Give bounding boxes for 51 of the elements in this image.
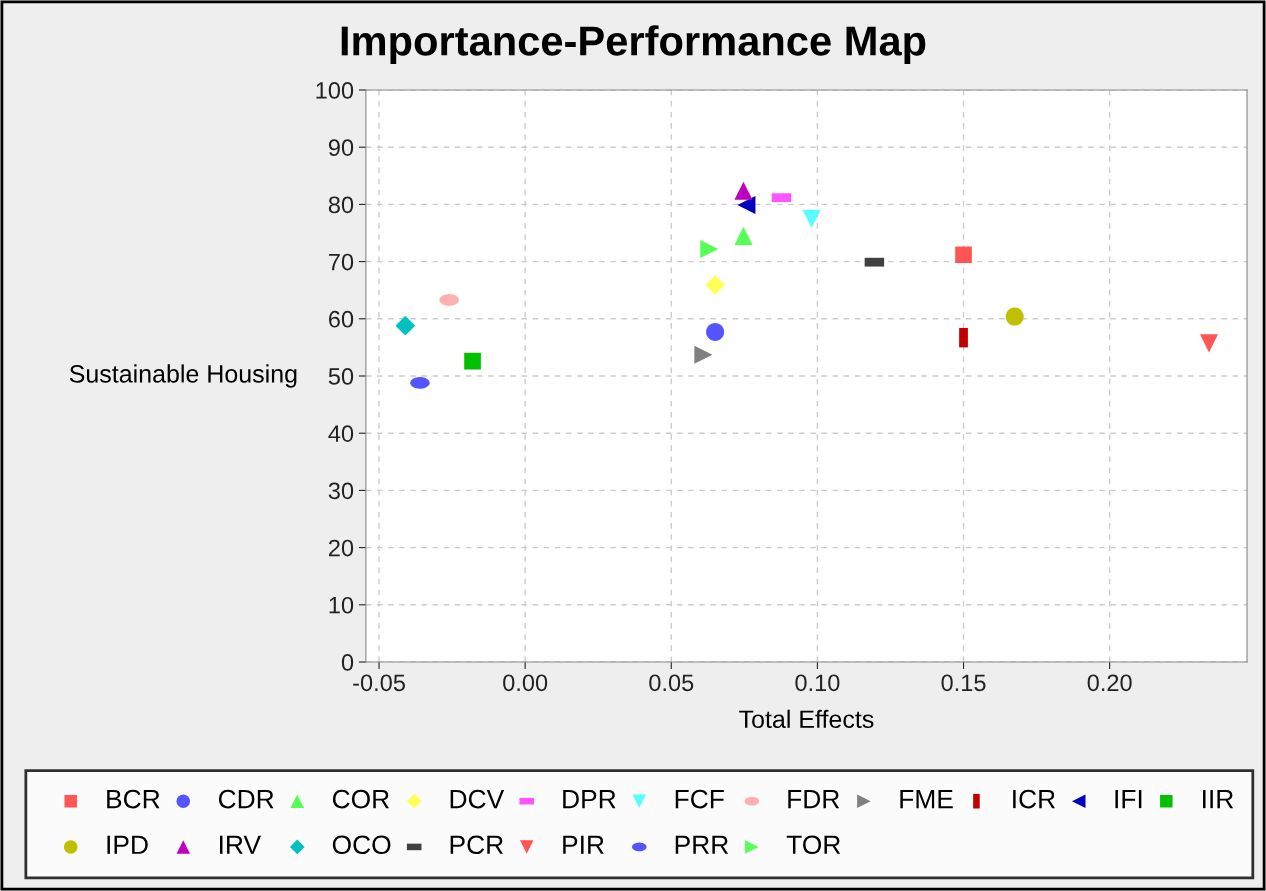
point [734,181,753,200]
point [737,195,756,214]
x-axis-title: Total Effects [739,709,874,729]
legend-label: IFI [1115,789,1142,809]
y-tick-label: 10 [329,596,354,614]
legend-label: TOR [786,835,841,855]
legend-label: PCR [450,835,503,855]
y-tick-label: 100 [316,82,354,99]
point [955,246,972,264]
legend-label: PRR [675,835,729,854]
legend-label: COR [332,789,389,809]
point [694,345,713,364]
x-tick-label: 0.05 [649,674,694,692]
chart-title: Importance-Performance Map [341,25,926,64]
point [464,352,481,370]
y-tick-label: 60 [329,310,354,328]
y-tick-label: 70 [329,253,354,271]
y-tick-label: 0 [341,654,354,671]
legend-label: ICR [1013,789,1055,809]
legend-label: DPR [563,789,616,809]
x-tick-label: 0.15 [941,674,986,692]
legend-label: IPD [107,835,148,854]
legend-label: PIR [563,835,604,854]
x-tick-label: 0.20 [1087,674,1132,692]
point [802,209,821,228]
y-tick-label: 90 [328,139,354,156]
point [1005,307,1024,326]
legend-label: FDR [788,789,840,809]
legend-label: IRV [220,835,261,854]
point [395,315,416,336]
point [700,239,719,259]
point [1199,334,1219,353]
legend-label: CDR [218,789,274,809]
legend-label: FCF [675,789,724,809]
legend-label: FME [900,789,953,809]
x-tick-label: -0.05 [353,674,405,692]
x-tick-label: 0.10 [795,674,840,692]
point [706,322,725,341]
legend-label: DCV [450,789,505,809]
y-tick-label: 50 [328,368,354,385]
y-tick-label: 20 [329,539,354,557]
x-tick-label: 0.00 [503,674,548,692]
y-tick-label: 40 [328,425,354,442]
legend-label: IIR [1203,789,1234,809]
point [705,275,725,295]
legend-label: BCR [107,789,160,809]
point [734,226,753,245]
legend-label: OCO [332,835,391,855]
y-axis-title: Sustainable Housing [69,364,297,388]
y-tick-label: 80 [328,196,354,214]
y-tick-label: 30 [328,482,354,500]
